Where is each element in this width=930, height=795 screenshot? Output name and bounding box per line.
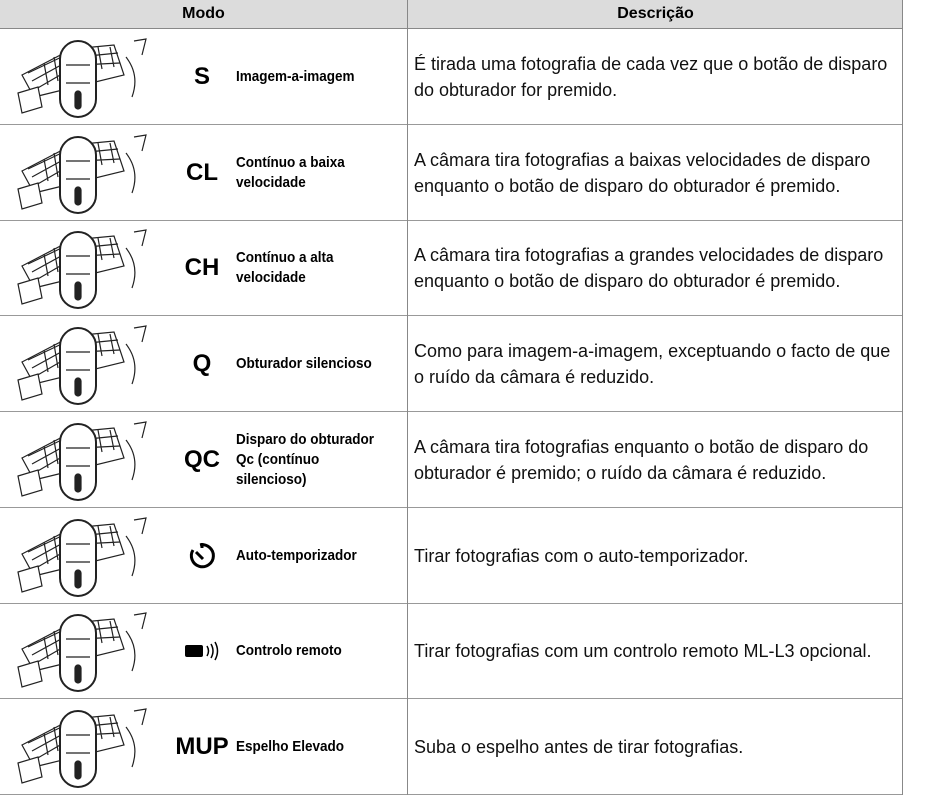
- table-row: Q Obturador silencioso Como para imagem-a-…: [0, 316, 903, 412]
- mode-symbol: CH: [184, 254, 220, 282]
- dial-illustration: [17, 516, 147, 597]
- dial: [14, 418, 154, 507]
- mode-description: A câmara tira fotografias a baixas veloc…: [414, 149, 871, 196]
- mode-icon: [168, 541, 236, 571]
- mode-name: Espelho Elevado: [236, 738, 345, 756]
- table-row: S Imagem-a-imagem É tirada uma fotografia …: [0, 29, 903, 125]
- column-divider: [407, 0, 408, 795]
- mode-description: Tirar fotografias com um controlo remoto…: [414, 641, 872, 662]
- dial: [14, 35, 154, 124]
- table-row: Controlo remoto Tirar fotografias com um …: [0, 604, 903, 700]
- table-row: MUP Espelho Elevado Suba o espelho antes d…: [0, 699, 903, 795]
- mode-name: Contínuo a alta velocidade: [236, 249, 334, 287]
- table-border: [902, 0, 903, 795]
- mode-description: Tirar fotografias com o auto-temporizado…: [414, 545, 749, 566]
- mode-icon: [168, 641, 236, 661]
- mode-name: Disparo do obturador Qc (contínuo silenc…: [236, 430, 375, 488]
- dial: [14, 705, 154, 794]
- table-row: QC Disparo do obturador Qc (contínuo sile…: [0, 412, 903, 508]
- dial-illustration: [17, 421, 147, 501]
- dial: [14, 322, 154, 411]
- mode-table: Modo Descrição S Imagem-a-imagem É tirada …: [0, 0, 903, 795]
- dial-illustration: [17, 612, 147, 693]
- table-row: CH Contínuo a alta velocidade A câmara tir…: [0, 221, 903, 317]
- header-mode: Modo: [0, 0, 407, 29]
- mode-symbol: S: [193, 62, 210, 90]
- dial-illustration: [17, 38, 147, 118]
- dial-illustration: [17, 133, 147, 214]
- table-row: Auto-temporizador Tirar fotografias com o…: [0, 508, 903, 604]
- mode-name: Auto-temporizador: [236, 546, 357, 564]
- mode-description: É tirada uma fotografia de cada vez que …: [414, 53, 888, 100]
- mode-symbol: QC: [184, 445, 220, 473]
- dial-illustration: [17, 325, 147, 406]
- mode-name: Obturador silencioso: [236, 355, 372, 373]
- mode-description: Suba o espelho antes de tirar fotografia…: [414, 737, 744, 758]
- mode-name: Controlo remoto: [236, 642, 342, 660]
- mode-description: Como para imagem-a-imagem, exceptuando o…: [414, 341, 891, 388]
- dial-illustration: [17, 229, 147, 310]
- header-description: Descrição: [408, 0, 903, 29]
- mode-symbol: MUP: [175, 733, 229, 761]
- dial-illustration: [17, 708, 147, 789]
- remote-icon: [185, 642, 219, 661]
- dial: [14, 609, 154, 698]
- dial: [14, 226, 154, 315]
- mode-description: A câmara tira fotografias enquanto o bot…: [414, 436, 869, 483]
- table-row: CL Contínuo a baixa velocidade A câmara ti…: [0, 125, 903, 221]
- dial: [14, 514, 154, 603]
- mode-symbol: CL: [186, 158, 218, 186]
- mode-symbol: Q: [192, 350, 212, 378]
- mode-name: Imagem-a-imagem: [236, 67, 355, 85]
- dial: [14, 131, 154, 220]
- mode-description: A câmara tira fotografias a grandes velo…: [414, 245, 884, 292]
- mode-name: Contínuo a baixa velocidade: [236, 153, 345, 191]
- self-timer-icon: [189, 542, 215, 568]
